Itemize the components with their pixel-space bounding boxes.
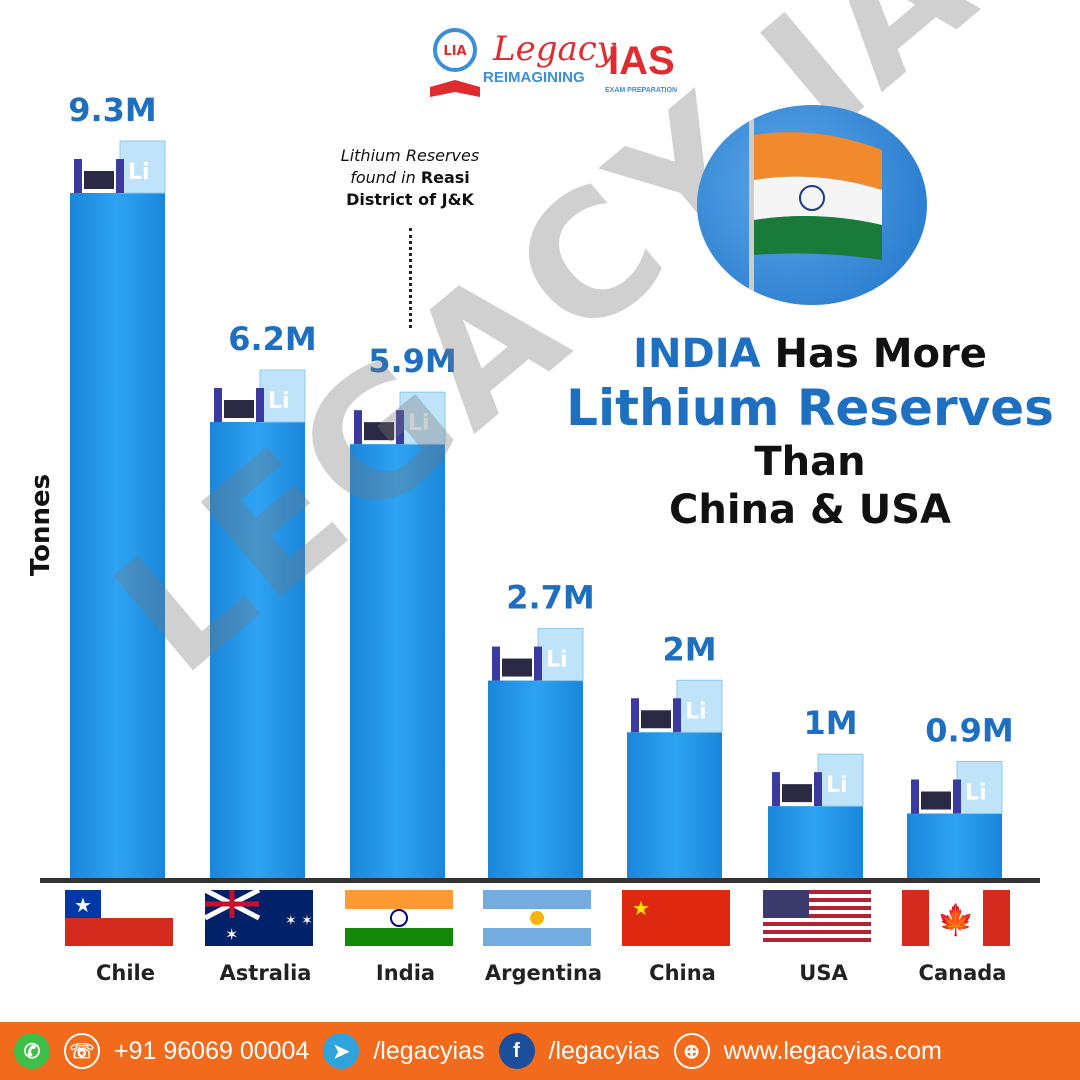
- category-label: Chile: [96, 961, 155, 985]
- telegram-icon[interactable]: ➤: [323, 1033, 360, 1069]
- svg-text:★: ★: [74, 893, 92, 917]
- lithium-mining-icon: Li: [911, 761, 1003, 815]
- svg-text:🍁: 🍁: [937, 902, 974, 938]
- headline-has-more: Has More: [760, 331, 987, 377]
- svg-text:IAS: IAS: [608, 39, 675, 83]
- svg-text:Li: Li: [268, 389, 290, 414]
- phone-number[interactable]: +91 96069 00004: [114, 1036, 310, 1065]
- svg-text:Li: Li: [965, 781, 987, 806]
- website-link[interactable]: www.legacyias.com: [723, 1036, 942, 1065]
- bar-astralia: [210, 422, 305, 880]
- annotation-line2a: found in: [350, 168, 421, 187]
- headline-lithium: Lithium Reserves: [566, 379, 1054, 437]
- data-label: 2.7M: [506, 579, 595, 617]
- phone-icon[interactable]: ☏: [64, 1033, 100, 1069]
- category-label: Argentina: [485, 961, 602, 985]
- annotation-district: Reasi: [420, 168, 470, 187]
- svg-text:REIMAGINING: REIMAGINING: [483, 69, 585, 86]
- whatsapp-icon[interactable]: ✆: [14, 1033, 50, 1069]
- category-label: USA: [799, 961, 848, 985]
- y-axis-label: Tonnes: [26, 473, 57, 577]
- svg-text:Li: Li: [685, 699, 707, 724]
- data-label: 0.9M: [925, 712, 1014, 750]
- svg-text:Li: Li: [408, 411, 430, 436]
- svg-text:Li: Li: [826, 773, 848, 798]
- data-label: 9.3M: [68, 91, 157, 129]
- headline-india: INDIA: [633, 331, 761, 377]
- headline-china-usa: China & USA: [669, 487, 951, 533]
- lithium-mining-icon: Li: [354, 391, 446, 445]
- svg-text:★: ★: [632, 896, 650, 920]
- headline: INDIA Has More Lithium Reserves Than Chi…: [540, 330, 1080, 534]
- facebook-handle[interactable]: /legacyias: [548, 1036, 660, 1065]
- footer-bar: ✆ ☏ +91 96069 00004 ➤ /legacyias f /lega…: [0, 1022, 1080, 1080]
- svg-text:✶: ✶: [225, 925, 238, 944]
- legacy-ias-logo: LIA Legacy IAS REIMAGINING EXAM PREPARAT…: [430, 28, 677, 97]
- data-label: 5.9M: [368, 342, 457, 380]
- lithium-mining-icon: Li: [74, 140, 166, 194]
- india-flag-photo: [697, 105, 927, 305]
- lithium-mining-icon: Li: [492, 628, 584, 682]
- annotation-line3: District of J&K: [346, 190, 474, 209]
- bar-usa: [768, 806, 863, 880]
- bar-argentina: [488, 680, 583, 880]
- category-label: India: [376, 961, 435, 985]
- bar-canada: [907, 813, 1002, 880]
- headline-than: Than: [754, 439, 866, 485]
- svg-text:Legacy: Legacy: [492, 29, 617, 69]
- bar-chart: Li 9.3M Chile ★ Li 6.2M Astralia ✶ ✶ ✶ Li 5.9M Indi…: [40, 91, 1040, 985]
- data-label: 1M: [803, 704, 857, 742]
- svg-text:LIA: LIA: [443, 44, 466, 59]
- lithium-mining-icon: Li: [772, 753, 864, 807]
- bar-china: [627, 732, 722, 880]
- data-label: 6.2M: [228, 320, 317, 358]
- annotation-line1: Lithium Reserves: [340, 146, 480, 165]
- svg-text:EXAM PREPARATION: EXAM PREPARATION: [605, 87, 677, 94]
- facebook-icon[interactable]: f: [498, 1033, 535, 1069]
- lithium-mining-icon: Li: [214, 369, 306, 423]
- bar-india: [350, 444, 445, 880]
- x-axis-line: [40, 878, 1040, 883]
- telegram-handle[interactable]: /legacyias: [373, 1036, 485, 1065]
- category-label: Canada: [919, 961, 1007, 985]
- category-label: Astralia: [220, 961, 312, 985]
- lithium-mining-icon: Li: [631, 679, 723, 733]
- annotation-pointer: [409, 228, 412, 328]
- bar-chile: [70, 193, 165, 880]
- svg-text:Li: Li: [128, 160, 150, 185]
- category-label: China: [649, 961, 716, 985]
- globe-icon[interactable]: ⊕: [673, 1033, 710, 1069]
- annotation: Lithium Reserves found in Reasi District…: [300, 145, 520, 211]
- svg-text:Li: Li: [546, 648, 568, 673]
- svg-text:✶ ✶: ✶ ✶: [285, 913, 313, 929]
- data-label: 2M: [662, 630, 716, 668]
